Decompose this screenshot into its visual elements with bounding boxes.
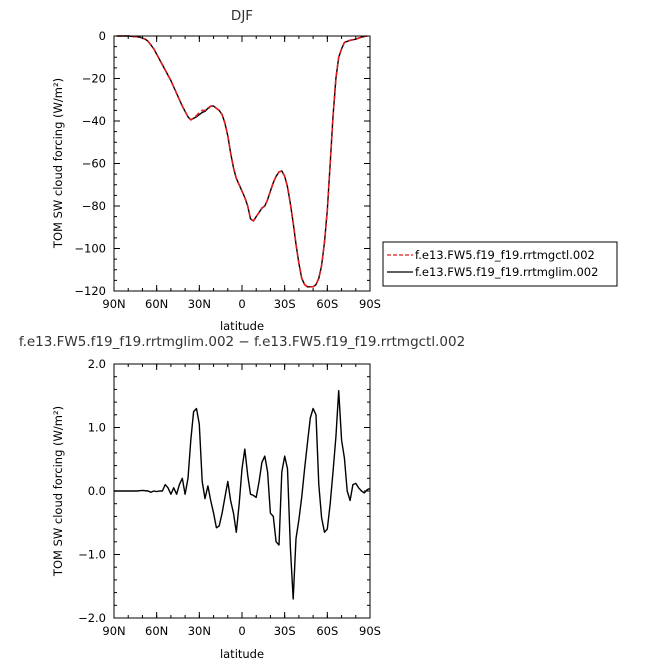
bottom-panel: f.e13.FW5.f19_f19.rrtmglim.002 − f.e13.F…: [19, 334, 465, 661]
bottom-y-tick-label: 2.0: [88, 357, 106, 371]
top-y-tick-label: −100: [74, 242, 106, 256]
bottom-y-axis-title: TOM SW cloud forcing (W/m²): [51, 406, 65, 577]
top-y-tick-label: −20: [82, 72, 106, 86]
top-series-line-1: [116, 35, 368, 288]
legend: f.e13.FW5.f19_f19.rrtmgctl.002 f.e13.FW5…: [382, 241, 618, 287]
top-y-tick-label: −120: [74, 284, 106, 298]
top-ticks: 90N 60N 30N 0 30S 60S 90S 0 −20 −40 −60 −80 −100 −120: [74, 29, 381, 311]
top-x-axis-title: latitude: [220, 319, 264, 333]
top-series-group: [116, 35, 368, 288]
top-x-tick-label: 90N: [102, 297, 125, 311]
bottom-y-tick-label: 0.0: [88, 484, 106, 498]
legend-label-lim: f.e13.FW5.f19_f19.rrtmglim.002: [415, 265, 598, 279]
bottom-x-tick-label: 60N: [145, 624, 168, 638]
top-x-tick-label: 30S: [274, 297, 296, 311]
bottom-x-tick-label: 90N: [102, 624, 125, 638]
legend-label-ctl: f.e13.FW5.f19_f19.rrtmgctl.002: [415, 248, 595, 262]
bottom-ticks: 90N 60N 30N 0 30S 60S 90S 2.0 1.0 0.0 −1.0 −2.0: [78, 357, 381, 638]
top-y-tick-label: −40: [82, 114, 106, 128]
top-x-tick-label: 30N: [188, 297, 211, 311]
bottom-x-tick-label: 0: [238, 624, 245, 638]
top-x-tick-label: 0: [238, 297, 245, 311]
bottom-series-group: [114, 390, 371, 600]
bottom-y-tick-label: −2.0: [78, 611, 106, 625]
top-panel: DJF 90N 60N 30N 0 30S 60S 90S 0 −20 −40 −60 −80 −100…: [51, 8, 618, 333]
bottom-y-tick-label: 1.0: [88, 421, 106, 435]
top-y-tick-label: −60: [82, 157, 106, 171]
bottom-y-tick-label: −1.0: [78, 548, 106, 562]
bottom-chart-title: f.e13.FW5.f19_f19.rrtmglim.002 − f.e13.F…: [19, 334, 465, 350]
top-x-tick-label: 90S: [359, 297, 381, 311]
top-plot-frame: [113, 35, 371, 292]
bottom-series-line-1: [114, 390, 371, 600]
bottom-x-tick-label: 30S: [274, 624, 296, 638]
top-x-tick-label: 60S: [316, 297, 338, 311]
top-y-tick-label: 0: [99, 29, 106, 43]
top-x-tick-label: 60N: [145, 297, 168, 311]
legend-box: [382, 241, 618, 287]
top-y-tick-label: −80: [82, 199, 106, 213]
bottom-x-tick-label: 60S: [316, 624, 338, 638]
bottom-x-tick-label: 30N: [188, 624, 211, 638]
top-y-axis-title: TOM SW cloud forcing (W/m²): [51, 78, 65, 249]
bottom-x-tick-label: 90S: [359, 624, 381, 638]
top-chart-title: DJF: [231, 8, 253, 24]
bottom-x-axis-title: latitude: [220, 647, 264, 661]
